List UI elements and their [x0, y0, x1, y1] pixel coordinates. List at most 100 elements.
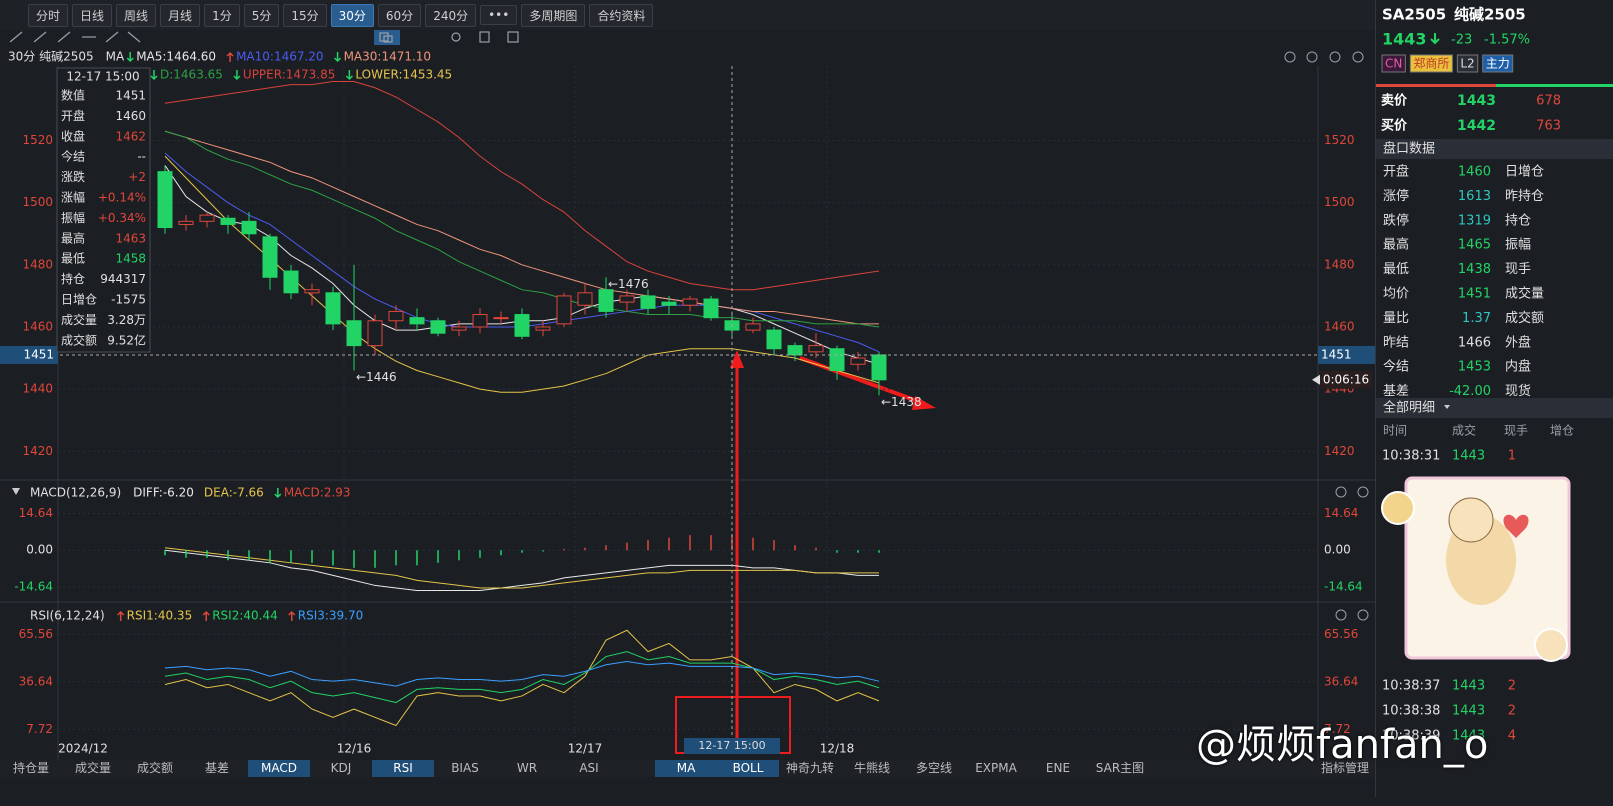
- indicator-tab[interactable]: 成交量: [74, 761, 111, 775]
- candle-body: [640, 295, 656, 309]
- info-value: +0.14%: [98, 191, 146, 205]
- quote-panel: SA2505 纯碱2505 1443 -23 -1.57% CN 郑商所 L2 主力 卖价 1443…: [1375, 0, 1613, 797]
- contract-tag: CN: [1385, 57, 1402, 71]
- indicator-tab[interactable]: MACD: [248, 760, 310, 777]
- trade-volume: 2: [1508, 704, 1516, 719]
- candle-body: [850, 357, 866, 365]
- stat-label: 昨结: [1383, 335, 1409, 350]
- indicator-line: [164, 81, 880, 291]
- y-tick-label: 0.00: [26, 543, 53, 557]
- y-tick-label: 7.72: [26, 722, 53, 736]
- info-time: 12-17 15:00: [66, 70, 139, 84]
- period-button[interactable]: 240分: [425, 3, 477, 27]
- book-price: 1443: [1457, 93, 1496, 109]
- info-value: 1460: [115, 109, 146, 123]
- candle-body: [577, 292, 593, 306]
- info-label: 涨幅: [61, 190, 85, 205]
- candle-body: [472, 314, 488, 328]
- indicator-tab[interactable]: 基差: [204, 761, 229, 775]
- info-label: 开盘: [61, 108, 85, 123]
- stat-label-2: 持仓: [1505, 213, 1531, 228]
- period-button[interactable]: •••: [480, 5, 518, 25]
- indicator-tab[interactable]: SAR主图: [1095, 761, 1145, 775]
- y-tick-label-right: 1520: [1324, 133, 1355, 147]
- stat-label-2: 成交额: [1505, 310, 1544, 326]
- y-tick-label: 65.56: [19, 627, 53, 641]
- crosshair-price-box: [0, 345, 58, 364]
- period-button[interactable]: 分时: [28, 3, 69, 27]
- info-value: 3.28万: [107, 313, 146, 327]
- candle-body: [535, 326, 551, 331]
- period-button[interactable]: 60分: [377, 3, 422, 27]
- period-button[interactable]: 合约资料: [589, 3, 654, 27]
- stat-value: 1460: [1458, 165, 1491, 180]
- contract-tag-bg: [1482, 54, 1514, 73]
- contract-tag-bg: [1409, 54, 1453, 73]
- indicator-tab[interactable]: 持仓量: [12, 761, 49, 775]
- period-button[interactable]: 多周期图: [521, 3, 586, 27]
- trend-arrow: [202, 610, 210, 621]
- indicator-tab[interactable]: ENE: [1045, 761, 1071, 775]
- legend-entry: DIFF:-6.20: [133, 486, 194, 500]
- detail-header: 成交: [1452, 423, 1476, 438]
- indicator-tab[interactable]: WR: [516, 761, 538, 775]
- trend-arrow: [274, 488, 282, 499]
- indicator-line: [164, 130, 880, 328]
- panel-title: 30分 纯碱2505: [8, 50, 94, 64]
- indicator-tab[interactable]: 神奇九转: [785, 761, 834, 775]
- indicator-tab[interactable]: MA: [655, 760, 717, 777]
- period-button[interactable]: 1分: [204, 3, 240, 27]
- trade-volume: 1: [1508, 449, 1516, 464]
- legend-entry: MA10:1467.20: [236, 50, 324, 64]
- trend-arrow: [150, 70, 158, 81]
- y-tick-label: -14.64: [14, 580, 53, 594]
- candle-body: [241, 220, 257, 235]
- countdown-pointer: [1312, 374, 1320, 385]
- trend-arrow: [334, 52, 342, 63]
- manage-button[interactable]: 指标管理: [1320, 761, 1369, 775]
- stat-value: 1319: [1458, 213, 1491, 228]
- stat-label: 最低: [1383, 262, 1409, 277]
- indicator-tab[interactable]: RSI: [372, 760, 434, 777]
- detail-header: 增仓: [1550, 424, 1574, 438]
- period-button[interactable]: 周线: [116, 3, 157, 27]
- y-tick-label: 14.64: [19, 506, 53, 520]
- legend-entry: MA5:1464.60: [136, 50, 216, 64]
- book-price: 1442: [1457, 118, 1496, 134]
- indicator-tab[interactable]: ASI: [579, 761, 599, 775]
- candle-body: [430, 320, 446, 334]
- period-button[interactable]: 15分: [283, 3, 327, 27]
- price-change-pct: -1.57%: [1484, 33, 1530, 48]
- stat-label: 开盘: [1383, 164, 1409, 180]
- book-volume: 678: [1536, 94, 1561, 109]
- indicator-tab[interactable]: EXPMA: [975, 761, 1017, 775]
- period-button[interactable]: 月线: [160, 3, 201, 27]
- candle-body: [556, 295, 572, 325]
- candle-body: [346, 320, 362, 347]
- indicator-line: [164, 549, 879, 591]
- period-button[interactable]: 日线: [72, 3, 113, 27]
- indicator-tab[interactable]: 成交额: [136, 761, 173, 775]
- legend-entry: RSI1:40.35: [127, 609, 193, 623]
- indicator-tab[interactable]: 牛熊线: [853, 761, 890, 775]
- indicator-tab[interactable]: BOLL: [717, 760, 779, 777]
- panel-title: RSI(6,12,24): [30, 609, 105, 623]
- legend-entry: LOWER:1453.45: [355, 68, 452, 82]
- indicator-tab[interactable]: KDJ: [330, 761, 352, 775]
- detail-header: 时间: [1383, 424, 1407, 438]
- y-tick-label: 1420: [22, 444, 53, 458]
- stat-label-2: 昨持仓: [1505, 189, 1544, 204]
- trade-time: 10:38:39: [1382, 729, 1440, 744]
- candle-body: [388, 310, 404, 322]
- info-label: 振幅: [61, 210, 85, 225]
- candle-body: [367, 320, 383, 347]
- y-tick-label: 1440: [22, 382, 53, 396]
- period-button[interactable]: 30分: [330, 3, 374, 27]
- period-button[interactable]: 5分: [243, 3, 280, 27]
- info-value: 1462: [115, 129, 146, 143]
- info-value: 944317: [100, 272, 146, 286]
- trend-arrow: [288, 610, 296, 621]
- indicator-tab[interactable]: BIAS: [451, 761, 479, 775]
- y-tick-label: 1480: [22, 257, 53, 271]
- indicator-tab[interactable]: 多空线: [915, 761, 952, 775]
